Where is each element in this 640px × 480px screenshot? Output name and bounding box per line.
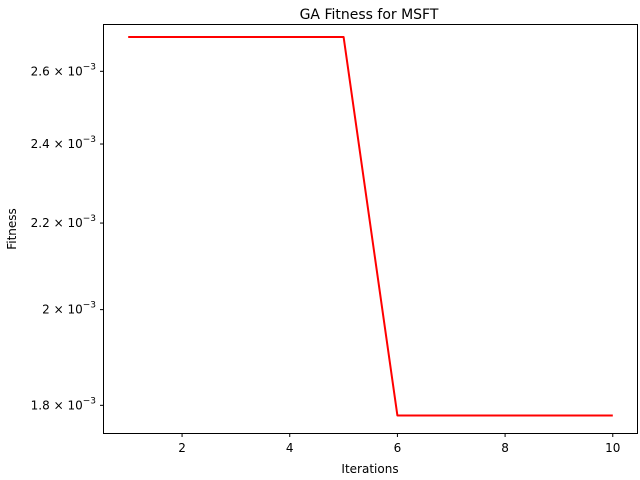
x-tick-label: 6 [394, 441, 402, 455]
y-tick-exponent: −3 [83, 214, 96, 224]
y-tick-base: 10 [67, 398, 82, 412]
y-tick-exponent: −3 [83, 62, 96, 72]
y-tick-times: × [50, 64, 68, 78]
plot-area [128, 36, 613, 417]
y-tick-base: 10 [67, 64, 82, 78]
y-tick-label: 1.8 × 10−3 [31, 396, 96, 412]
y-tick-mantissa: 2.2 [31, 216, 50, 230]
x-tick-label: 8 [501, 441, 509, 455]
y-axis: 1.8 × 10−32 × 10−32.2 × 10−32.4 × 10−32.… [31, 62, 104, 412]
y-tick-label: 2.6 × 10−3 [31, 62, 96, 78]
y-tick-mantissa: 2.6 [31, 64, 50, 78]
y-tick-mantissa: 2 [42, 303, 50, 317]
y-tick-times: × [50, 303, 68, 317]
y-axis-label: Fitness [5, 208, 19, 250]
y-tick-label: 2.2 × 10−3 [31, 214, 96, 230]
series-line [128, 36, 613, 417]
y-tick-label: 2 × 10−3 [42, 301, 96, 317]
x-tick-label: 2 [178, 441, 186, 455]
y-tick-times: × [50, 398, 68, 412]
axes-frame [103, 24, 638, 434]
y-tick-mantissa: 2.4 [31, 137, 50, 151]
chart-title: GA Fitness for MSFT [300, 7, 439, 23]
y-tick-exponent: −3 [83, 396, 96, 406]
y-tick-base: 10 [67, 137, 82, 151]
y-tick-times: × [50, 137, 68, 151]
x-tick-label: 10 [605, 441, 620, 455]
y-tick-base: 10 [67, 303, 82, 317]
y-tick-exponent: −3 [83, 135, 96, 145]
x-tick-label: 4 [286, 441, 294, 455]
y-tick-label: 2.4 × 10−3 [31, 135, 96, 151]
y-tick-base: 10 [67, 216, 82, 230]
y-tick-mantissa: 1.8 [31, 398, 50, 412]
x-axis-label: Iterations [341, 462, 398, 476]
y-tick-exponent: −3 [83, 301, 96, 311]
x-axis: 2 4 6 8 10 [178, 433, 620, 455]
y-tick-times: × [50, 216, 68, 230]
